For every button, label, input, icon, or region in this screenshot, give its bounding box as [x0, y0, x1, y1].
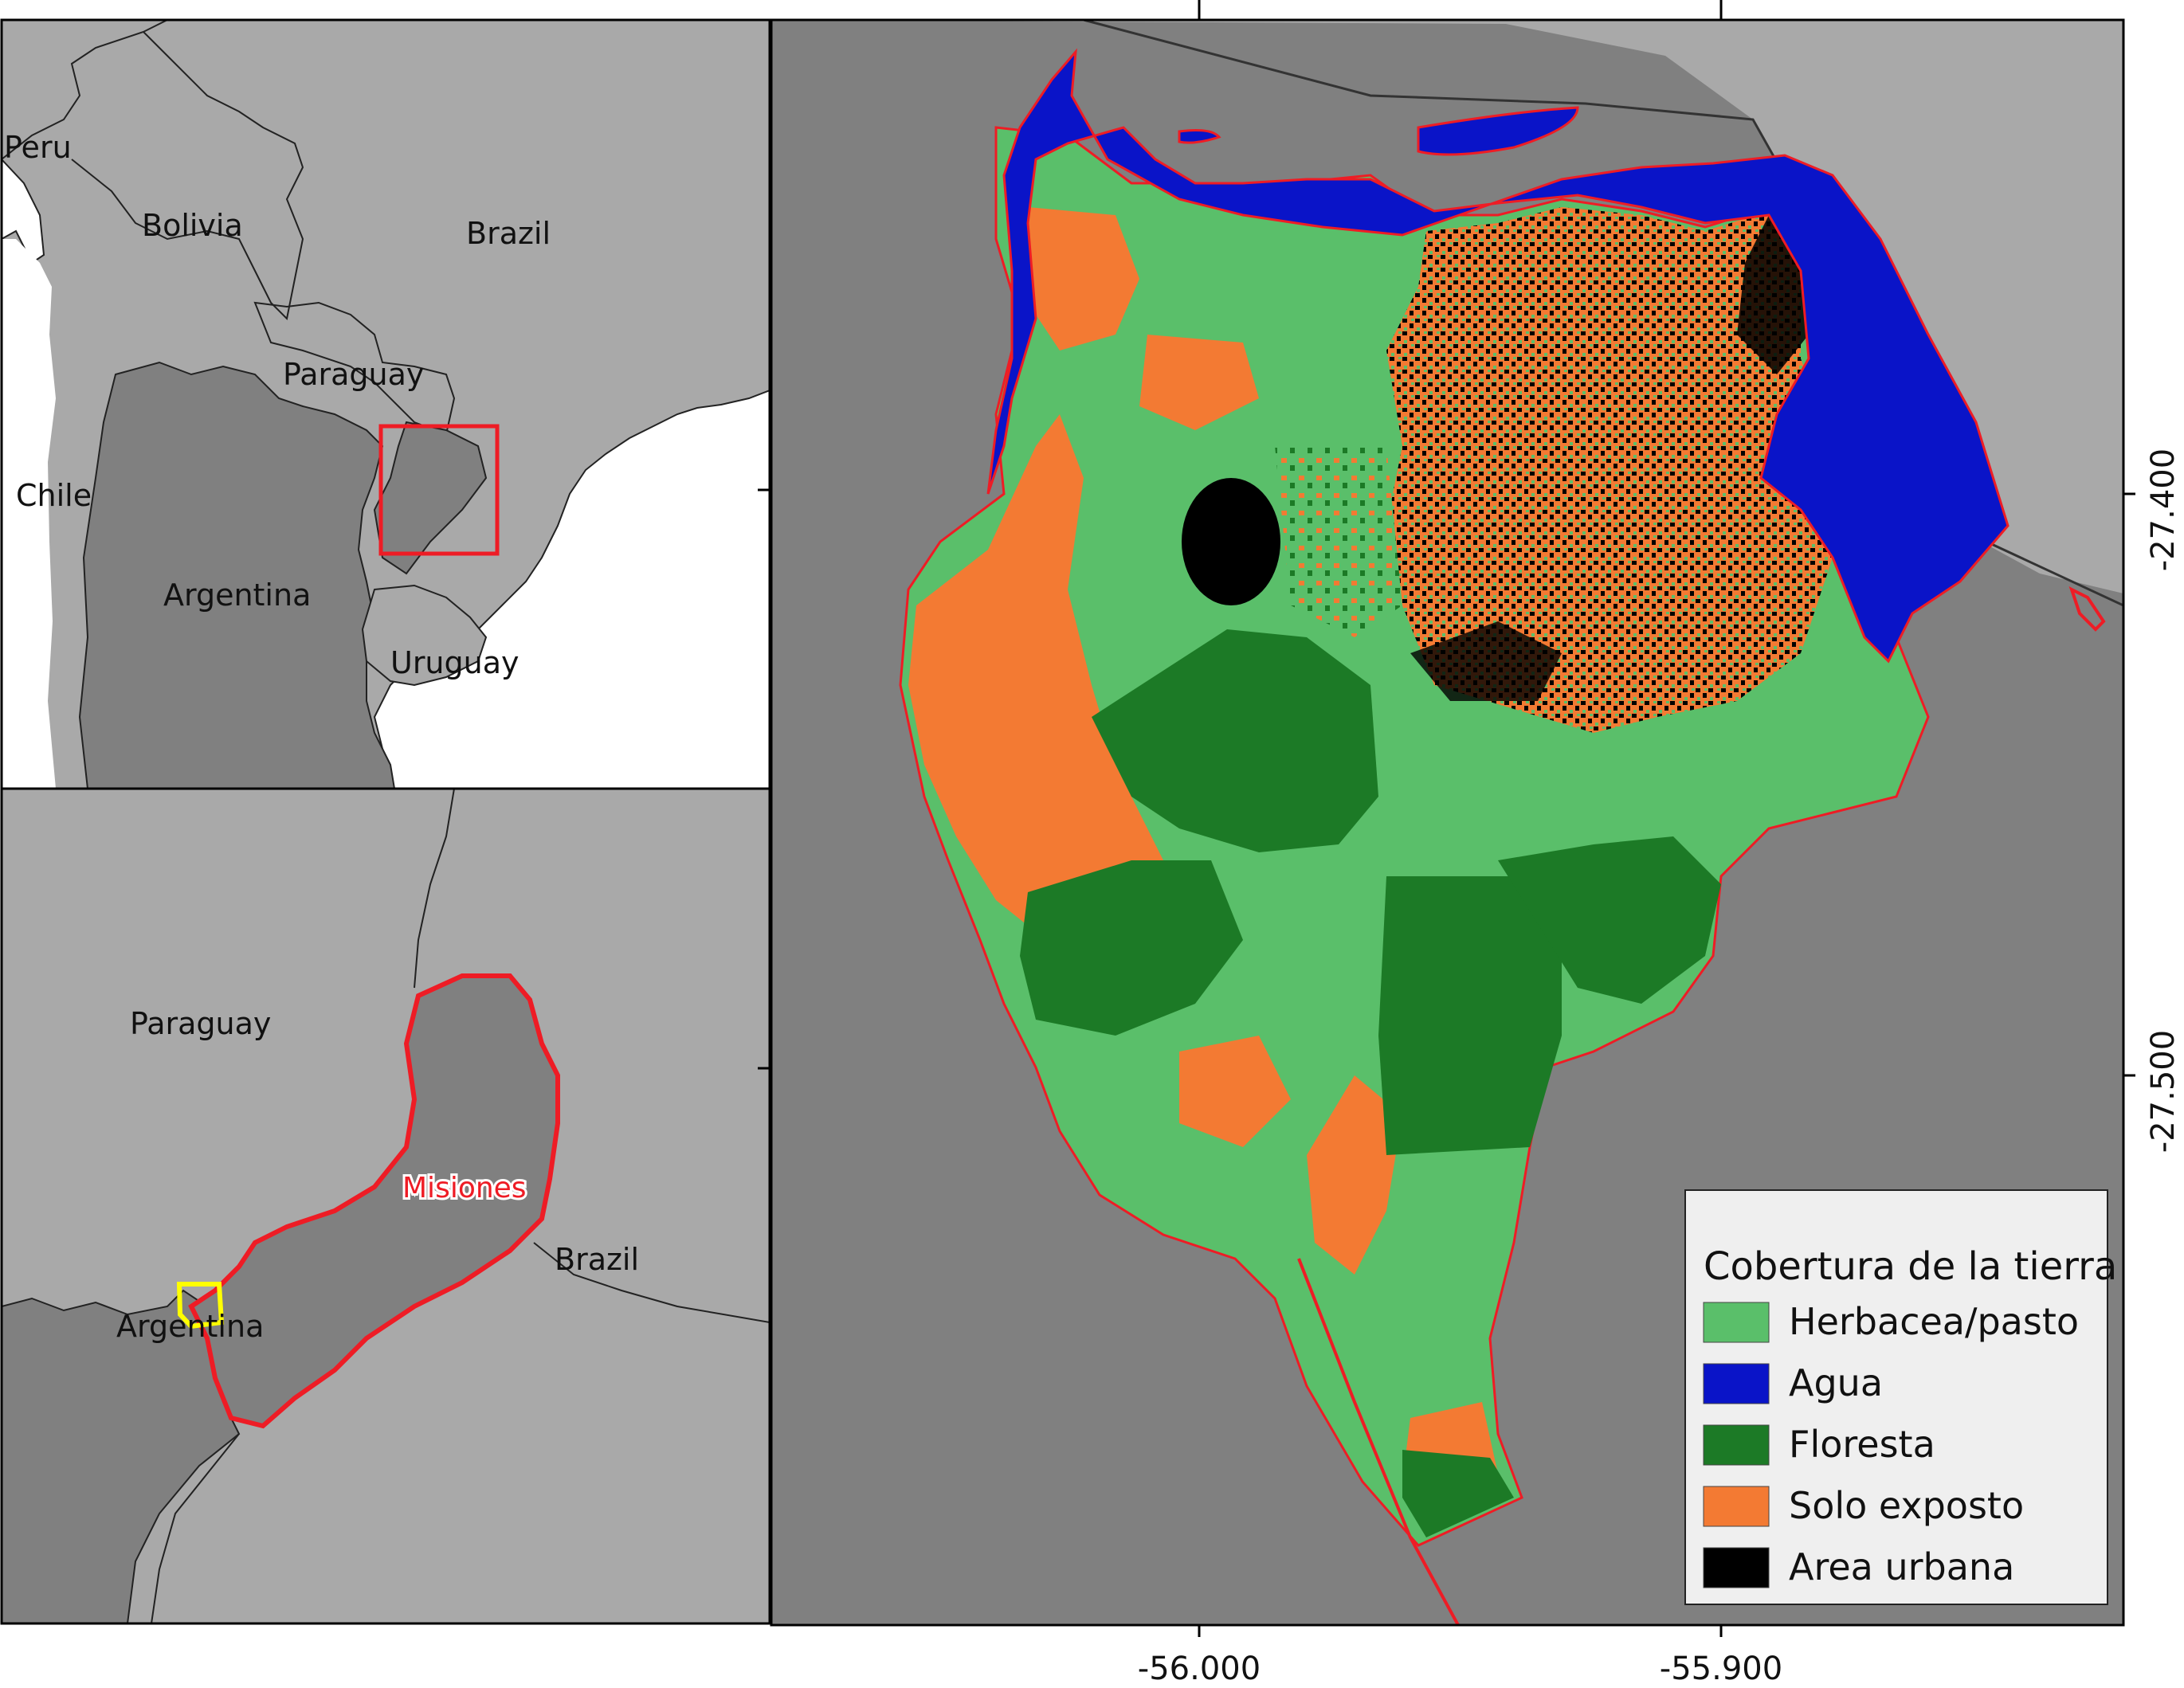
x-tick-label-2: -55.900 [1660, 1651, 1782, 1687]
misiones-area [373, 421, 488, 575]
legend-title: Cobertura de la tierra [1704, 1244, 2117, 1289]
parana-river [986, 48, 2010, 664]
label-paraguay-top: Paraguay [283, 357, 424, 392]
label-uruguay: Uruguay [390, 645, 520, 680]
legend-label-0: Herbacea/pasto [1789, 1300, 2079, 1343]
legend: Cobertura de la tierra Herbacea/pasto Agu… [1684, 1189, 2117, 1605]
label-bolivia: Bolivia [142, 208, 243, 243]
label-chile: Chile [16, 478, 92, 513]
pacific-ocean [2, 239, 56, 789]
uruguay-shape [361, 584, 488, 687]
forest-block-north [1092, 629, 1378, 852]
legend-swatch-2 [1703, 1424, 1770, 1466]
main-map-frame [770, 18, 2125, 1627]
label-paraguay-bottom: Paraguay [130, 1006, 271, 1041]
forest-block-center [1378, 876, 1562, 1155]
legend-swatch-3 [1703, 1486, 1770, 1527]
legend-swatch-1 [1703, 1363, 1770, 1404]
y-tick-label-2: -27.500 [2145, 1030, 2182, 1153]
label-misiones: Misiones [402, 1172, 527, 1204]
legend-label-3: Solo exposto [1789, 1484, 2024, 1527]
mixed-landcover [1275, 446, 1402, 637]
label-brazil-bottom: Brazil [555, 1242, 639, 1277]
legend-label-4: Area urbana [1789, 1545, 2014, 1588]
inset-south-america: Peru Bolivia Brazil Paraguay Chile Argen… [2, 20, 770, 789]
label-argentina-bottom: Argentina [116, 1309, 264, 1344]
soil-patch-north [1028, 207, 1139, 351]
label-argentina-top: Argentina [163, 578, 311, 613]
main-landcover-map [771, 20, 2123, 1625]
inset-misiones: Paraguay Brazil Argentina Misiones [2, 789, 770, 1623]
legend-label-2: Floresta [1789, 1423, 1935, 1466]
soil-patch-sw [1179, 1036, 1291, 1147]
forest-block-tip [1402, 1450, 1514, 1537]
label-peru: Peru [4, 130, 72, 165]
argentina-shape [78, 361, 396, 789]
legend-swatch-0 [1703, 1302, 1770, 1343]
x-tick-label-1: -56.000 [1138, 1651, 1261, 1687]
forest-block-east [1498, 836, 1721, 1004]
border-river-south [151, 1433, 240, 1623]
locator-box [378, 424, 500, 556]
inset-bottom-frame [0, 787, 771, 1625]
urban-south-block [1410, 621, 1562, 701]
axis-ticks [758, 0, 2135, 1637]
soil-patch-south [1307, 1075, 1402, 1275]
border-river-north [414, 789, 455, 989]
forest-block-west [1020, 860, 1243, 1036]
border-brazil-east [533, 1242, 770, 1323]
islet-outline [2068, 586, 2106, 632]
boundary-south-line [1297, 1258, 1460, 1625]
legend-label-1: Agua [1789, 1361, 1883, 1404]
urban-area [1386, 207, 1833, 733]
border-paraguay [253, 301, 456, 436]
y-tick-label-1: -27.400 [2145, 448, 2182, 571]
border-peru [2, 20, 168, 160]
soil-patch-mid [1139, 335, 1259, 430]
soil-patch-west [908, 414, 1163, 932]
study-area-box [176, 1282, 225, 1330]
river-island-east [1417, 106, 1579, 156]
river-island-west [1178, 129, 1221, 144]
misiones-boundary [188, 973, 560, 1429]
border-bolivia [71, 31, 304, 321]
urban-round-feature [1182, 478, 1280, 605]
legend-swatch-4 [1703, 1547, 1770, 1588]
label-brazil-top: Brazil [466, 216, 551, 251]
